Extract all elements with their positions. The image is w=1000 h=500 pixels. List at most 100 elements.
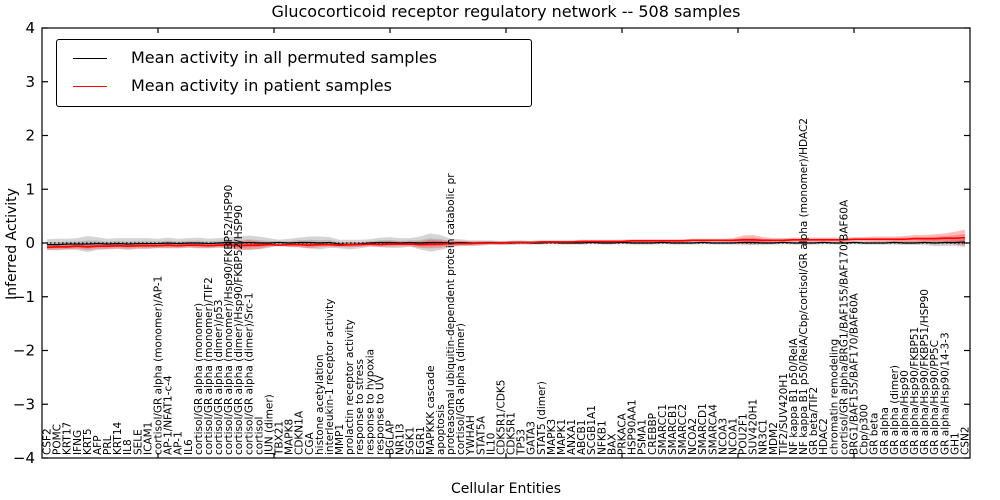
x-entity-label: MAPK3 (546, 419, 558, 455)
legend-label-patient: Mean activity in patient samples (131, 76, 392, 96)
x-entity-label: AP-1/NFAT1-c-4 (163, 375, 175, 455)
x-entity-label: cortisol/GR alpha (monomer)/AP-1 (153, 276, 165, 455)
x-entity-label: cortisol/GR alpha (dimer) (455, 323, 467, 455)
x-entity-label: TBX21 (274, 421, 286, 456)
x-entity-label: STAT5A (475, 415, 487, 455)
x-entity-label: apoptosis (435, 404, 447, 455)
x-entity-label: IL6 (183, 439, 195, 455)
y-tick-label: −3 (13, 395, 35, 413)
y-tick-label: 0 (25, 234, 35, 252)
x-entity-label: IL8 (122, 439, 134, 455)
x-entity-label: cortisol/GR alpha/BRG1/BAF155/BAF170/BAF… (838, 199, 850, 455)
y-tick-label: 1 (25, 180, 35, 198)
x-entity-label: NF kappa B1 p50/RelA/Cbp/cortisol/GR alp… (798, 118, 810, 455)
x-entity-label: cortisol (253, 417, 265, 455)
x-entity-label: CDKN1A (294, 410, 306, 455)
x-entity-label: AFP (92, 435, 104, 455)
x-entity-label: HDAC2 (818, 418, 830, 455)
legend-entry-permuted: Mean activity in all permuted samples (73, 48, 521, 67)
x-entity-label: cortisol/GR alpha (monomer)/TIF2 (203, 277, 215, 455)
x-entity-label: BGLAP (385, 420, 397, 455)
legend-label-permuted: Mean activity in all permuted samples (131, 48, 438, 67)
x-entity-label: PRKACA (617, 412, 629, 455)
x-entity-label: GR alpha/Hsp90/FKBP51/HSP90 (919, 289, 931, 455)
x-entity-label: SMARCA4 (707, 404, 719, 455)
x-entity-label: SELE (132, 429, 144, 455)
x-entity-label: Cbp/p300 (859, 404, 871, 455)
x-entity-label: AP-1 (173, 431, 185, 455)
x-entity-label: proteasomal ubiquitin-dependent protein … (445, 173, 457, 455)
x-entity-label: POMC (52, 424, 64, 455)
x-entity-label: SGK1 (405, 427, 417, 455)
x-entity-label: cortisol/GR alpha (dimer)/p53 (213, 300, 225, 455)
y-tick-label: 3 (25, 73, 35, 91)
x-entity-label: GR beta (869, 413, 881, 455)
x-entity-label: GATA3 (526, 421, 538, 455)
x-axis-label: Cellular Entities (450, 481, 562, 497)
x-entity-label: cortisol/GR alpha (monomer)/Hsp90/FKBP52… (223, 185, 235, 455)
y-tick-label: 2 (25, 127, 35, 145)
y-tick-label: 4 (25, 19, 35, 37)
x-entity-label: TIF2/SUV420H1 (778, 373, 790, 456)
y-axis-label: Inferred Activity (4, 188, 20, 300)
chart-title: Glucocorticoid receptor regulatory netwo… (271, 2, 741, 21)
x-entity-label: BRG1/BAF155/BAF170/BAF60A (849, 292, 861, 455)
x-entity-label: GR alpha/Hsp90 (899, 370, 911, 455)
x-entity-label: SMARCB1 (667, 404, 679, 455)
x-entity-label: NF kappa B1 p50/RelA (788, 337, 800, 455)
x-entity-label: SMARCD1 (697, 403, 709, 455)
x-entity-label: CREBBP (647, 413, 659, 455)
patient-mean-line (47, 236, 965, 249)
x-entity-label: PRL (102, 435, 114, 455)
x-entity-label: GR alpha/Hsp90/PP5C (929, 340, 941, 455)
x-entity-label: CSF2 (42, 428, 54, 455)
x-entity-label: KRT14 (112, 421, 124, 455)
x-entity-label: ICAM1 (142, 422, 154, 455)
legend-entry-patient: Mean activity in patient samples (73, 76, 521, 96)
x-entity-label: SMARCC2 (677, 404, 689, 455)
x-entity-label: GR alpha (dimer) (889, 365, 901, 455)
x-entity-label: CSN2 (959, 426, 971, 455)
x-entity-label: GR alpha/Hsp90/FKBP51 (909, 327, 921, 455)
x-entity-label: STAT5 (dimer) (536, 381, 548, 455)
x-entity-label: IFNG (72, 430, 84, 455)
x-entity-label: ANXA1 (566, 419, 578, 455)
x-entity-label: IL10 (485, 433, 497, 455)
x-entity-label: NCOA3 (717, 418, 729, 455)
x-entity-label: NFKB1 (596, 420, 608, 455)
x-entity-label: POU2F1 (738, 413, 750, 455)
x-entity-label: SMARCC1 (657, 404, 669, 455)
permuted-line-sample-icon (73, 57, 107, 59)
x-entity-label: PSMA1 (637, 419, 649, 455)
legend: Mean activity in all permuted samples Me… (56, 39, 532, 107)
x-entity-label: GR alpha (879, 407, 891, 455)
x-entity-label: SUV420H1 (748, 399, 760, 455)
x-entity-label: MMP1 (334, 424, 346, 455)
x-entity-label: GR alpha/Hsp90/14-3-3 (939, 332, 951, 455)
x-entity-label: histone acetylation (314, 355, 326, 456)
x-entity-label: CGA (304, 432, 316, 455)
y-tick-label: −4 (13, 449, 35, 467)
x-entity-label: MAPK1 (556, 419, 568, 455)
x-entity-label: JUN (dimer) (263, 394, 275, 456)
x-entity-label: EGR1 (415, 426, 427, 455)
x-entity-label: CDK5R1/CDK5 (495, 380, 507, 455)
x-entity-label: MAPKKK cascade (425, 365, 437, 455)
x-entity-label: chromatin remodeling (828, 339, 840, 455)
x-entity-label: response to stress (354, 359, 366, 455)
x-entity-label: TP53 (516, 429, 528, 456)
x-entity-label: prolactin receptor activity (344, 319, 356, 455)
x-entity-label: interleukin-1 receptor activity (324, 299, 336, 455)
y-tick-label: −1 (13, 288, 35, 306)
x-entity-label: NCOA2 (687, 418, 699, 455)
x-entity-label: ABCB1 (576, 420, 588, 455)
x-entity-label: cortisol/GR alpha (monomer) (193, 303, 205, 455)
x-entity-label: SCGB1A1 (586, 405, 598, 455)
x-entity-label: BAX (606, 433, 618, 455)
x-entity-label: NR3C1 (758, 419, 770, 455)
patient-line-sample-icon (73, 86, 107, 88)
x-entity-label: KRT5 (82, 428, 94, 455)
x-entity-label: NR1I3 (395, 423, 407, 455)
